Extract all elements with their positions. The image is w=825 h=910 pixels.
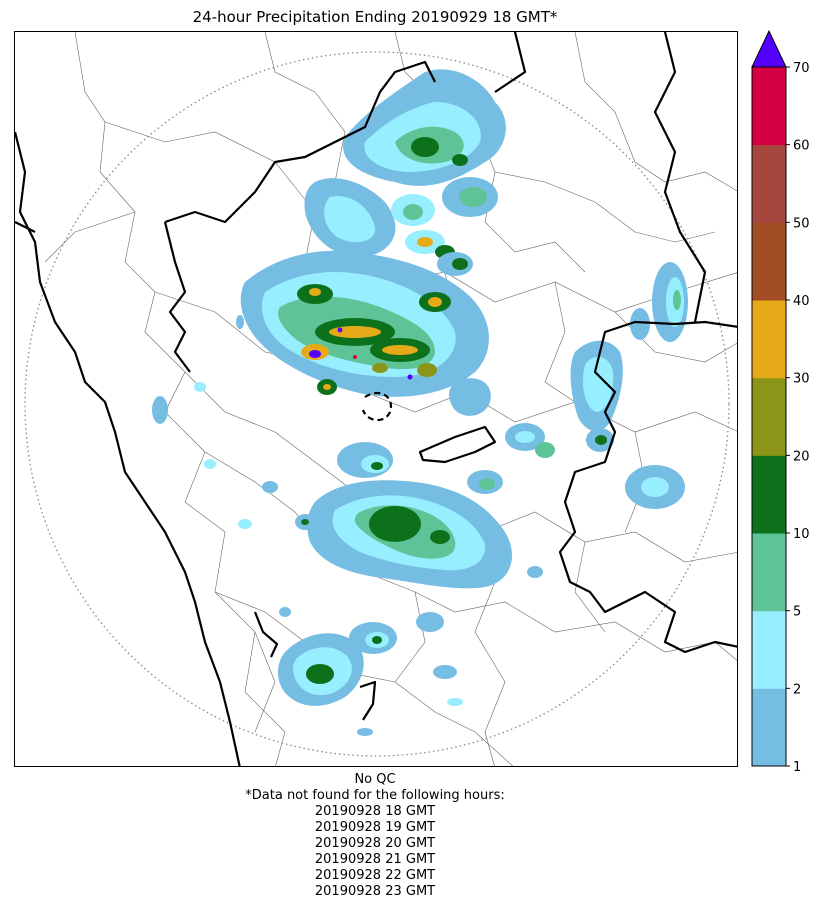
missing-hour: 20190928 19 GMT [314,820,436,835]
colorbar-segment [752,377,786,456]
colorbar-tick-label: 2 [793,682,801,697]
colorbar-border [751,66,787,767]
colorbar-tick-label: 1 [793,760,801,775]
colorbar-segments [751,29,787,767]
state-boundaries [15,32,737,766]
qc-note: No QC [354,772,396,787]
precipitation-map [14,31,738,767]
missing-hour: 20190928 23 GMT [314,884,436,899]
colorbar-segment [752,688,786,767]
missing-hour: 20190928 22 GMT [314,868,436,883]
footer-notes: No QC *Data not found for the following … [0,772,750,900]
colorbar-segment [752,300,786,379]
radar-range-ring [24,51,730,757]
map-title: 24-hour Precipitation Ending 20190929 18… [192,8,558,26]
missing-data-note: *Data not found for the following hours: [245,788,505,803]
colorbar-ticks: 1 2 5 10 20 30 40 50 60 70 [786,61,810,775]
colorbar-extend-triangle [751,29,787,68]
colorbar-tick-label: 30 [793,372,810,387]
colorbar-tick-label: 5 [793,605,801,620]
precipitation-field [152,69,688,736]
colorbar-tick-label: 60 [793,139,810,154]
colorbar-segment [752,144,786,223]
colorbar-tick-label: 10 [793,527,810,542]
map-canvas [15,32,737,766]
colorbar-segment [752,610,786,689]
missing-hour: 20190928 20 GMT [314,836,436,851]
colorbar-tick-label: 50 [793,216,810,231]
colorbar-legend: 1 2 5 10 20 30 40 50 60 70 [751,29,810,775]
colorbar-segment [752,533,786,612]
colorbar-segment [752,222,786,301]
missing-hour: 20190928 21 GMT [314,852,436,867]
colorbar-segment [752,67,786,146]
colorbar-tick-label: 70 [793,61,810,76]
colorbar-tick-label: 40 [793,294,810,309]
missing-hour: 20190928 18 GMT [314,804,436,819]
colorbar-segment [752,455,786,534]
colorbar-tick-label: 20 [793,449,810,464]
